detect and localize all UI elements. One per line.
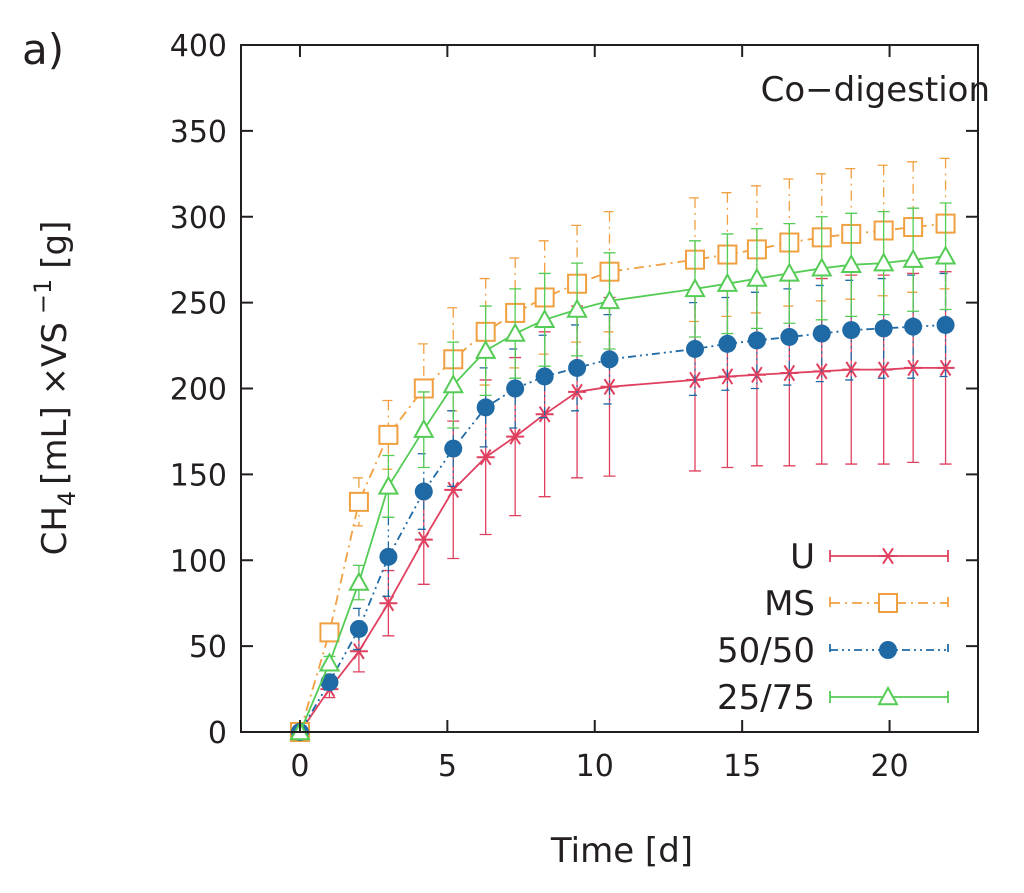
axes: 0 50 100 150 200 250 300 350 400 0 5 10 15 20 [170, 29, 979, 784]
chart-title: Co−digestion [761, 70, 990, 110]
y-label-superscript: −1 [29, 279, 57, 314]
y-tick-label: 250 [170, 287, 227, 322]
legend-entry-25-75: 25/75 [717, 678, 949, 718]
legend-label: 50/50 [717, 631, 815, 671]
data-point [716, 272, 739, 292]
data-point [414, 482, 433, 501]
data-point [685, 339, 704, 358]
data-point [442, 374, 464, 394]
legend: U MS 50/50 25/75 [717, 537, 949, 718]
y-tick-label: 100 [170, 544, 227, 579]
x-tick-label: 15 [723, 749, 761, 784]
series-line [299, 366, 946, 733]
y-label-tail: [g] [35, 221, 75, 269]
y-tick-label: 300 [170, 201, 227, 236]
x-tick-label: 5 [438, 749, 457, 784]
data-point [747, 366, 766, 383]
series-MS [289, 157, 956, 742]
data-point [377, 475, 400, 495]
data-point [904, 317, 923, 336]
y-tick-label: 400 [170, 29, 227, 64]
data-point [936, 315, 955, 334]
data-point [812, 324, 831, 343]
legend-label: U [790, 537, 815, 577]
x-axis-label: Time [d] [550, 831, 693, 871]
data-point [444, 439, 463, 458]
legend-line [829, 644, 949, 656]
data-point [872, 252, 895, 272]
data-point [718, 334, 737, 353]
series-line [299, 222, 946, 733]
data-point [566, 298, 588, 318]
data-point [568, 358, 587, 377]
data-point [934, 245, 957, 265]
data-point [506, 379, 525, 398]
data-point [349, 643, 368, 660]
y-label-prefix: CH [35, 506, 75, 555]
y-tick-label: 200 [170, 373, 227, 408]
y-tick-label: 0 [208, 716, 227, 751]
series-50-50 [290, 272, 955, 741]
data-point [780, 327, 799, 346]
data-point [506, 428, 525, 445]
data-point [600, 350, 619, 369]
data-point [747, 331, 766, 350]
legend-marker [879, 547, 897, 565]
data-point [902, 248, 924, 268]
data-point [413, 418, 435, 438]
series-U [290, 271, 955, 741]
data-point [535, 367, 554, 386]
data-point [598, 289, 621, 310]
data-point [318, 652, 341, 672]
data-point [842, 321, 861, 340]
data-point [474, 339, 497, 359]
data-point [533, 308, 556, 328]
data-point [684, 277, 706, 298]
data-point [348, 491, 369, 512]
data-point [379, 547, 398, 566]
y-tick-label: 350 [170, 115, 227, 150]
data-point [840, 253, 862, 274]
panel-label: a) [22, 25, 64, 74]
data-point [904, 359, 923, 377]
data-point [874, 319, 893, 338]
data-point [778, 262, 801, 282]
data-point [378, 424, 399, 445]
y-label-subscript: 4 [53, 491, 81, 506]
legend-label: MS [764, 584, 815, 624]
y-axis-label: CH4 [mL] ×VS −1 [g] [29, 221, 81, 556]
data-point [414, 531, 433, 548]
y-label-unit: [mL] ×VS [35, 322, 75, 485]
data-point [504, 322, 526, 342]
data-point [811, 257, 833, 277]
legend-marker [879, 641, 897, 659]
data-point [348, 571, 370, 591]
legend-entry-U: U [790, 537, 949, 577]
plot-area [289, 157, 957, 742]
data-point [349, 619, 368, 638]
legend-marker [878, 593, 898, 613]
data-point [319, 622, 340, 643]
legend-entry-50-50: 50/50 [717, 631, 949, 671]
y-tick-label: 150 [170, 458, 227, 493]
error-bar [352, 607, 365, 651]
data-point [936, 359, 955, 377]
x-tick-label: 0 [290, 749, 309, 784]
data-point [379, 594, 398, 612]
x-tick-label: 20 [870, 749, 908, 784]
data-point [842, 361, 861, 378]
data-point [476, 449, 495, 466]
data-point [320, 673, 339, 692]
series-25-75 [289, 202, 957, 741]
legend-marker [877, 685, 899, 706]
legend-label: 25/75 [717, 678, 815, 718]
y-tick-label: 50 [189, 630, 227, 665]
data-point [476, 398, 495, 417]
data-point [444, 481, 463, 499]
legend-entry-MS: MS [764, 584, 949, 624]
labels: a) Co−digestion Time [d] CH4 [mL] ×VS −1 [g… [22, 25, 990, 871]
data-point [746, 267, 768, 287]
x-tick-label: 10 [576, 749, 614, 784]
